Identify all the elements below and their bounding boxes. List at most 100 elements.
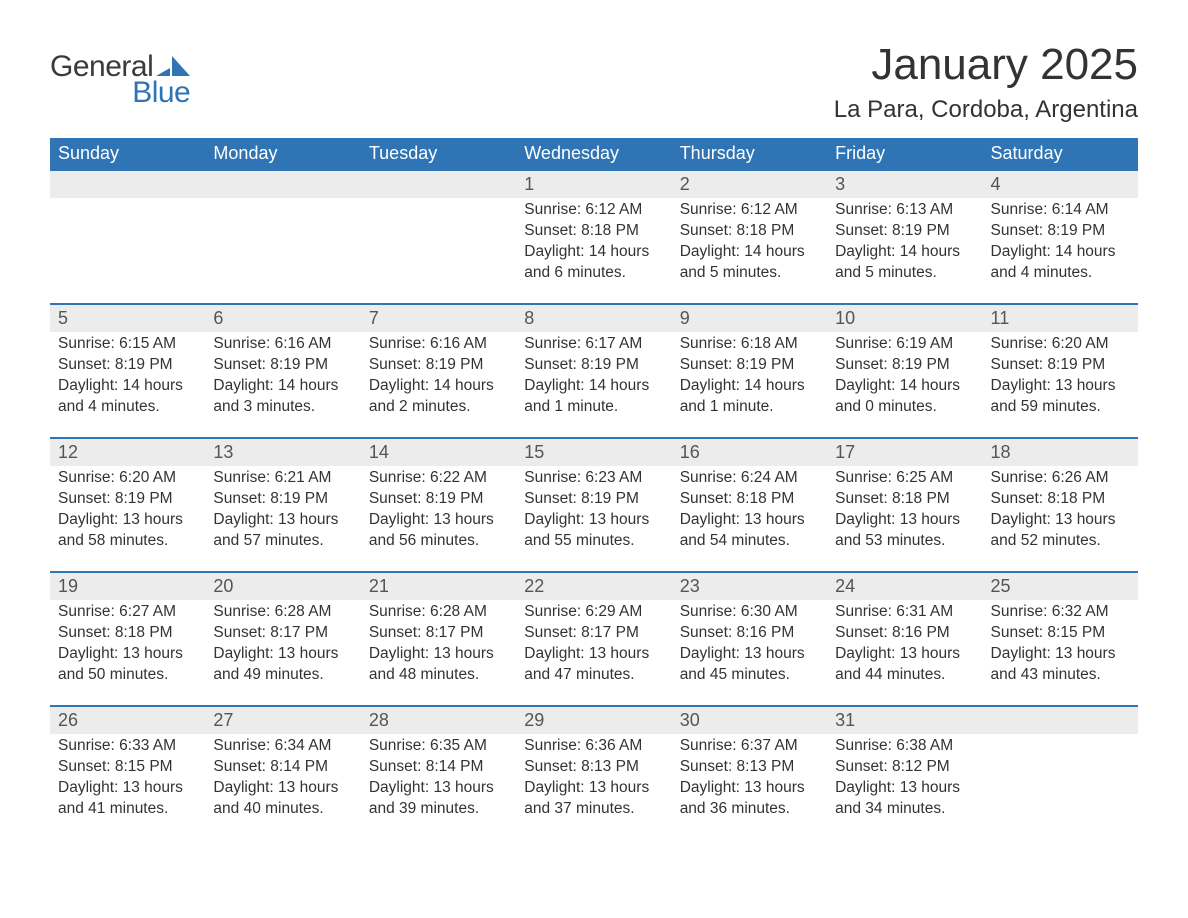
calendar-day-cell: 12Sunrise: 6:20 AMSunset: 8:19 PMDayligh… <box>50 438 205 572</box>
sunrise-text: Sunrise: 6:14 AM <box>991 200 1130 221</box>
day-details: Sunrise: 6:28 AMSunset: 8:17 PMDaylight:… <box>205 600 360 692</box>
sunset-text: Sunset: 8:15 PM <box>58 757 197 778</box>
daylight-text: Daylight: 13 hours and 34 minutes. <box>835 778 974 820</box>
daylight-text: Daylight: 13 hours and 49 minutes. <box>213 644 352 686</box>
sunset-text: Sunset: 8:19 PM <box>58 489 197 510</box>
weekday-header: Monday <box>205 138 360 170</box>
day-number: 28 <box>361 707 516 734</box>
calendar-day-cell: 13Sunrise: 6:21 AMSunset: 8:19 PMDayligh… <box>205 438 360 572</box>
sunrise-text: Sunrise: 6:24 AM <box>680 468 819 489</box>
calendar-day-cell: 5Sunrise: 6:15 AMSunset: 8:19 PMDaylight… <box>50 304 205 438</box>
sunrise-text: Sunrise: 6:19 AM <box>835 334 974 355</box>
sunset-text: Sunset: 8:18 PM <box>680 489 819 510</box>
sunrise-text: Sunrise: 6:23 AM <box>524 468 663 489</box>
day-number: 24 <box>827 573 982 600</box>
sunset-text: Sunset: 8:18 PM <box>835 489 974 510</box>
day-number: 1 <box>516 171 671 198</box>
day-details: Sunrise: 6:26 AMSunset: 8:18 PMDaylight:… <box>983 466 1138 558</box>
day-number: 18 <box>983 439 1138 466</box>
sunrise-text: Sunrise: 6:28 AM <box>369 602 508 623</box>
calendar-day-cell: 4Sunrise: 6:14 AMSunset: 8:19 PMDaylight… <box>983 170 1138 304</box>
calendar-empty-cell <box>361 170 516 304</box>
day-number <box>205 171 360 198</box>
sunrise-text: Sunrise: 6:12 AM <box>680 200 819 221</box>
calendar-week-row: 5Sunrise: 6:15 AMSunset: 8:19 PMDaylight… <box>50 304 1138 438</box>
sunset-text: Sunset: 8:19 PM <box>524 355 663 376</box>
day-number <box>361 171 516 198</box>
sunrise-text: Sunrise: 6:15 AM <box>58 334 197 355</box>
daylight-text: Daylight: 13 hours and 47 minutes. <box>524 644 663 686</box>
day-details: Sunrise: 6:23 AMSunset: 8:19 PMDaylight:… <box>516 466 671 558</box>
daylight-text: Daylight: 13 hours and 41 minutes. <box>58 778 197 820</box>
weekday-header: Wednesday <box>516 138 671 170</box>
calendar-page: General Blue January 2025 La Para, Cordo… <box>0 0 1188 918</box>
day-number: 8 <box>516 305 671 332</box>
daylight-text: Daylight: 14 hours and 4 minutes. <box>991 242 1130 284</box>
day-number: 9 <box>672 305 827 332</box>
sunrise-text: Sunrise: 6:38 AM <box>835 736 974 757</box>
weekday-header: Sunday <box>50 138 205 170</box>
day-details: Sunrise: 6:25 AMSunset: 8:18 PMDaylight:… <box>827 466 982 558</box>
sunset-text: Sunset: 8:17 PM <box>369 623 508 644</box>
sunset-text: Sunset: 8:16 PM <box>680 623 819 644</box>
day-number: 14 <box>361 439 516 466</box>
calendar-day-cell: 28Sunrise: 6:35 AMSunset: 8:14 PMDayligh… <box>361 706 516 839</box>
calendar-day-cell: 22Sunrise: 6:29 AMSunset: 8:17 PMDayligh… <box>516 572 671 706</box>
calendar-week-row: 26Sunrise: 6:33 AMSunset: 8:15 PMDayligh… <box>50 706 1138 839</box>
calendar-day-cell: 8Sunrise: 6:17 AMSunset: 8:19 PMDaylight… <box>516 304 671 438</box>
daylight-text: Daylight: 13 hours and 53 minutes. <box>835 510 974 552</box>
day-number: 2 <box>672 171 827 198</box>
day-number: 23 <box>672 573 827 600</box>
day-details: Sunrise: 6:36 AMSunset: 8:13 PMDaylight:… <box>516 734 671 826</box>
sunset-text: Sunset: 8:18 PM <box>524 221 663 242</box>
day-details: Sunrise: 6:32 AMSunset: 8:15 PMDaylight:… <box>983 600 1138 692</box>
sunrise-text: Sunrise: 6:33 AM <box>58 736 197 757</box>
sunset-text: Sunset: 8:19 PM <box>58 355 197 376</box>
sunrise-text: Sunrise: 6:30 AM <box>680 602 819 623</box>
daylight-text: Daylight: 13 hours and 52 minutes. <box>991 510 1130 552</box>
day-details: Sunrise: 6:33 AMSunset: 8:15 PMDaylight:… <box>50 734 205 826</box>
day-number: 16 <box>672 439 827 466</box>
calendar-day-cell: 20Sunrise: 6:28 AMSunset: 8:17 PMDayligh… <box>205 572 360 706</box>
day-number: 21 <box>361 573 516 600</box>
daylight-text: Daylight: 13 hours and 37 minutes. <box>524 778 663 820</box>
brand-logo: General Blue <box>50 40 190 108</box>
daylight-text: Daylight: 13 hours and 40 minutes. <box>213 778 352 820</box>
daylight-text: Daylight: 14 hours and 3 minutes. <box>213 376 352 418</box>
day-number: 26 <box>50 707 205 734</box>
sunrise-text: Sunrise: 6:34 AM <box>213 736 352 757</box>
sunset-text: Sunset: 8:19 PM <box>680 355 819 376</box>
sunset-text: Sunset: 8:19 PM <box>369 489 508 510</box>
sunrise-text: Sunrise: 6:28 AM <box>213 602 352 623</box>
sunset-text: Sunset: 8:17 PM <box>213 623 352 644</box>
day-number: 12 <box>50 439 205 466</box>
daylight-text: Daylight: 14 hours and 4 minutes. <box>58 376 197 418</box>
day-details: Sunrise: 6:20 AMSunset: 8:19 PMDaylight:… <box>983 332 1138 424</box>
sunrise-text: Sunrise: 6:12 AM <box>524 200 663 221</box>
sunset-text: Sunset: 8:19 PM <box>835 355 974 376</box>
calendar-day-cell: 31Sunrise: 6:38 AMSunset: 8:12 PMDayligh… <box>827 706 982 839</box>
daylight-text: Daylight: 13 hours and 54 minutes. <box>680 510 819 552</box>
day-details: Sunrise: 6:18 AMSunset: 8:19 PMDaylight:… <box>672 332 827 424</box>
sunset-text: Sunset: 8:18 PM <box>58 623 197 644</box>
sunrise-text: Sunrise: 6:20 AM <box>991 334 1130 355</box>
daylight-text: Daylight: 13 hours and 57 minutes. <box>213 510 352 552</box>
calendar-day-cell: 1Sunrise: 6:12 AMSunset: 8:18 PMDaylight… <box>516 170 671 304</box>
sunrise-text: Sunrise: 6:18 AM <box>680 334 819 355</box>
day-number: 4 <box>983 171 1138 198</box>
sunrise-text: Sunrise: 6:13 AM <box>835 200 974 221</box>
day-details: Sunrise: 6:15 AMSunset: 8:19 PMDaylight:… <box>50 332 205 424</box>
sunset-text: Sunset: 8:19 PM <box>991 355 1130 376</box>
sunrise-text: Sunrise: 6:16 AM <box>369 334 508 355</box>
daylight-text: Daylight: 13 hours and 50 minutes. <box>58 644 197 686</box>
day-details: Sunrise: 6:30 AMSunset: 8:16 PMDaylight:… <box>672 600 827 692</box>
day-number: 22 <box>516 573 671 600</box>
sunset-text: Sunset: 8:15 PM <box>991 623 1130 644</box>
sunrise-text: Sunrise: 6:20 AM <box>58 468 197 489</box>
day-details: Sunrise: 6:16 AMSunset: 8:19 PMDaylight:… <box>205 332 360 424</box>
day-number: 15 <box>516 439 671 466</box>
title-block: January 2025 La Para, Cordoba, Argentina <box>834 40 1138 124</box>
calendar-day-cell: 21Sunrise: 6:28 AMSunset: 8:17 PMDayligh… <box>361 572 516 706</box>
daylight-text: Daylight: 14 hours and 6 minutes. <box>524 242 663 284</box>
calendar-week-row: 12Sunrise: 6:20 AMSunset: 8:19 PMDayligh… <box>50 438 1138 572</box>
